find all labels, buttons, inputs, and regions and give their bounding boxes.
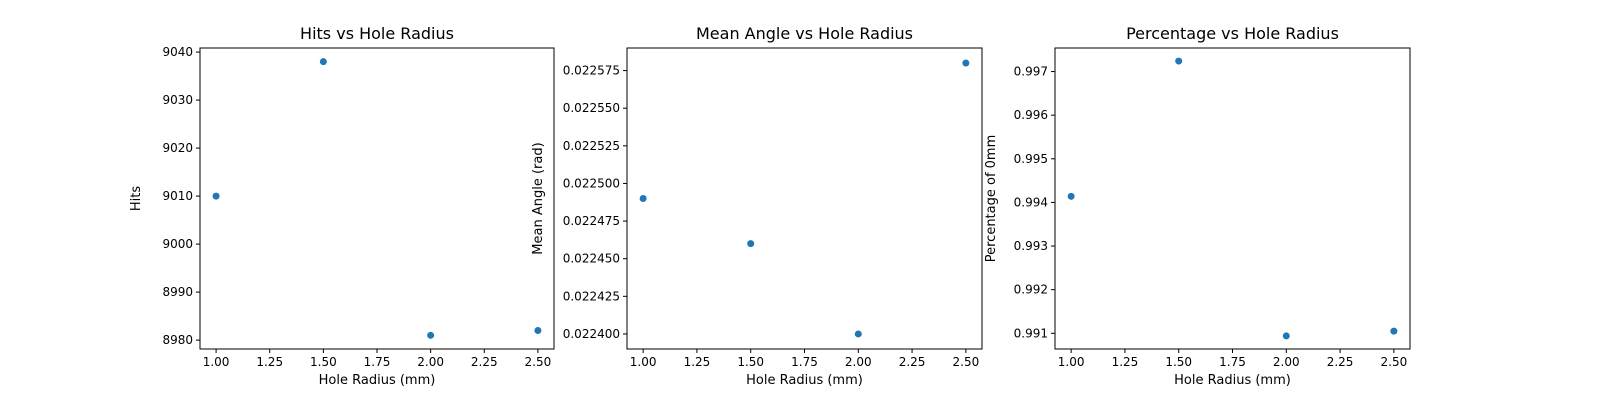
hits-data-point: [427, 331, 435, 339]
hits-data-point: [534, 327, 542, 335]
percentage-data-point: [1390, 327, 1398, 335]
percentage-x-tick-label: 1.50: [1165, 355, 1192, 369]
percentage-data-point: [1175, 57, 1183, 65]
mean-angle-x-tick-label: 1.25: [684, 355, 711, 369]
percentage-y-axis-label: Percentage of 0mm: [984, 135, 999, 263]
hits-panel: Hits vs Hole Radius 1.00 1.25 1.50 1.75 2.00 2…: [129, 24, 555, 388]
percentage-x-tick-label: 2.00: [1273, 355, 1300, 369]
hits-y-tick-label: 8990: [162, 285, 193, 299]
mean-angle-x-tick-label: 2.00: [845, 355, 872, 369]
mean-angle-y-tick-label: 0.022475: [563, 214, 620, 228]
mean-angle-x-tick-label: 1.50: [737, 355, 764, 369]
mean-angle-y-tick-label: 0.022450: [563, 252, 620, 266]
percentage-y-tick-label: 0.996: [1014, 108, 1048, 122]
hits-x-tick-label: 2.50: [525, 355, 552, 369]
mean-angle-x-tick-label: 1.00: [630, 355, 657, 369]
mean-angle-y-tick-label: 0.022525: [563, 139, 620, 153]
mean-angle-data-point: [854, 330, 862, 338]
mean-angle-panel: Mean Angle vs Hole Radius 1.00 1.25 1.50 1.7…: [531, 24, 983, 388]
percentage-data-point: [1067, 192, 1075, 200]
percentage-y-tick-label: 0.993: [1014, 239, 1048, 253]
percentage-x-tick-label: 1.75: [1219, 355, 1246, 369]
hits-y-tick-label: 9040: [162, 45, 193, 59]
mean-angle-x-tick-label: 2.50: [953, 355, 980, 369]
mean-angle-y-tick-label: 0.022575: [563, 64, 620, 78]
percentage-y-tick-label: 0.997: [1014, 65, 1048, 79]
hits-y-tick-label: 8980: [162, 333, 193, 347]
hits-data-point: [212, 192, 220, 200]
mean-angle-y-tick-label: 0.022400: [563, 327, 620, 341]
percentage-plot-frame: [1054, 47, 1411, 350]
hits-y-tick-label: 9020: [162, 141, 193, 155]
hits-x-tick-label: 1.75: [364, 355, 391, 369]
hits-x-tick-label: 2.00: [417, 355, 444, 369]
hits-x-tick-label: 2.25: [471, 355, 498, 369]
hits-x-tick-label: 1.00: [203, 355, 230, 369]
mean-angle-y-tick-label: 0.022500: [563, 176, 620, 190]
percentage-y-tick-label: 0.994: [1014, 195, 1048, 209]
percentage-x-tick-label: 1.25: [1112, 355, 1139, 369]
mean-angle-x-tick-label: 1.75: [791, 355, 818, 369]
percentage-x-tick-label: 1.00: [1058, 355, 1085, 369]
mean-angle-x-tick-label: 2.25: [899, 355, 926, 369]
mean-angle-y-tick-label: 0.022425: [563, 289, 620, 303]
percentage-y-tick-label: 0.992: [1014, 283, 1048, 297]
percentage-x-tick-label: 2.50: [1381, 355, 1408, 369]
percentage-x-axis-label: Hole Radius (mm): [1174, 373, 1291, 388]
mean-angle-data-point: [747, 240, 755, 248]
mean-angle-y-tick-label: 0.022550: [563, 101, 620, 115]
hits-y-tick-label: 9010: [162, 189, 193, 203]
percentage-chart-title: Percentage vs Hole Radius: [1126, 24, 1339, 43]
mean-angle-x-axis-label: Hole Radius (mm): [746, 373, 863, 388]
hits-data-point: [319, 58, 327, 66]
mean-angle-chart-title: Mean Angle vs Hole Radius: [696, 24, 913, 43]
hits-chart-title: Hits vs Hole Radius: [300, 24, 454, 43]
percentage-data-point: [1282, 332, 1290, 340]
percentage-y-tick-label: 0.991: [1014, 326, 1048, 340]
hits-y-axis-label: Hits: [129, 186, 144, 211]
mean-angle-plot-frame: [626, 47, 983, 350]
hits-y-tick-label: 9030: [162, 93, 193, 107]
percentage-y-tick-label: 0.995: [1014, 152, 1048, 166]
percentage-x-tick-label: 2.25: [1327, 355, 1354, 369]
mean-angle-y-axis-label: Mean Angle (rad): [531, 142, 546, 254]
hits-x-tick-label: 1.50: [310, 355, 337, 369]
hits-y-tick-label: 9000: [162, 237, 193, 251]
mean-angle-data-point: [639, 195, 647, 202]
hits-plot-frame: [199, 47, 555, 350]
percentage-panel: Percentage vs Hole Radius 1.00 1.25 1.50 1.7…: [984, 24, 1411, 388]
hits-x-axis-label: Hole Radius (mm): [319, 373, 436, 388]
mean-angle-data-point: [962, 59, 970, 67]
hits-x-tick-label: 1.25: [256, 355, 283, 369]
